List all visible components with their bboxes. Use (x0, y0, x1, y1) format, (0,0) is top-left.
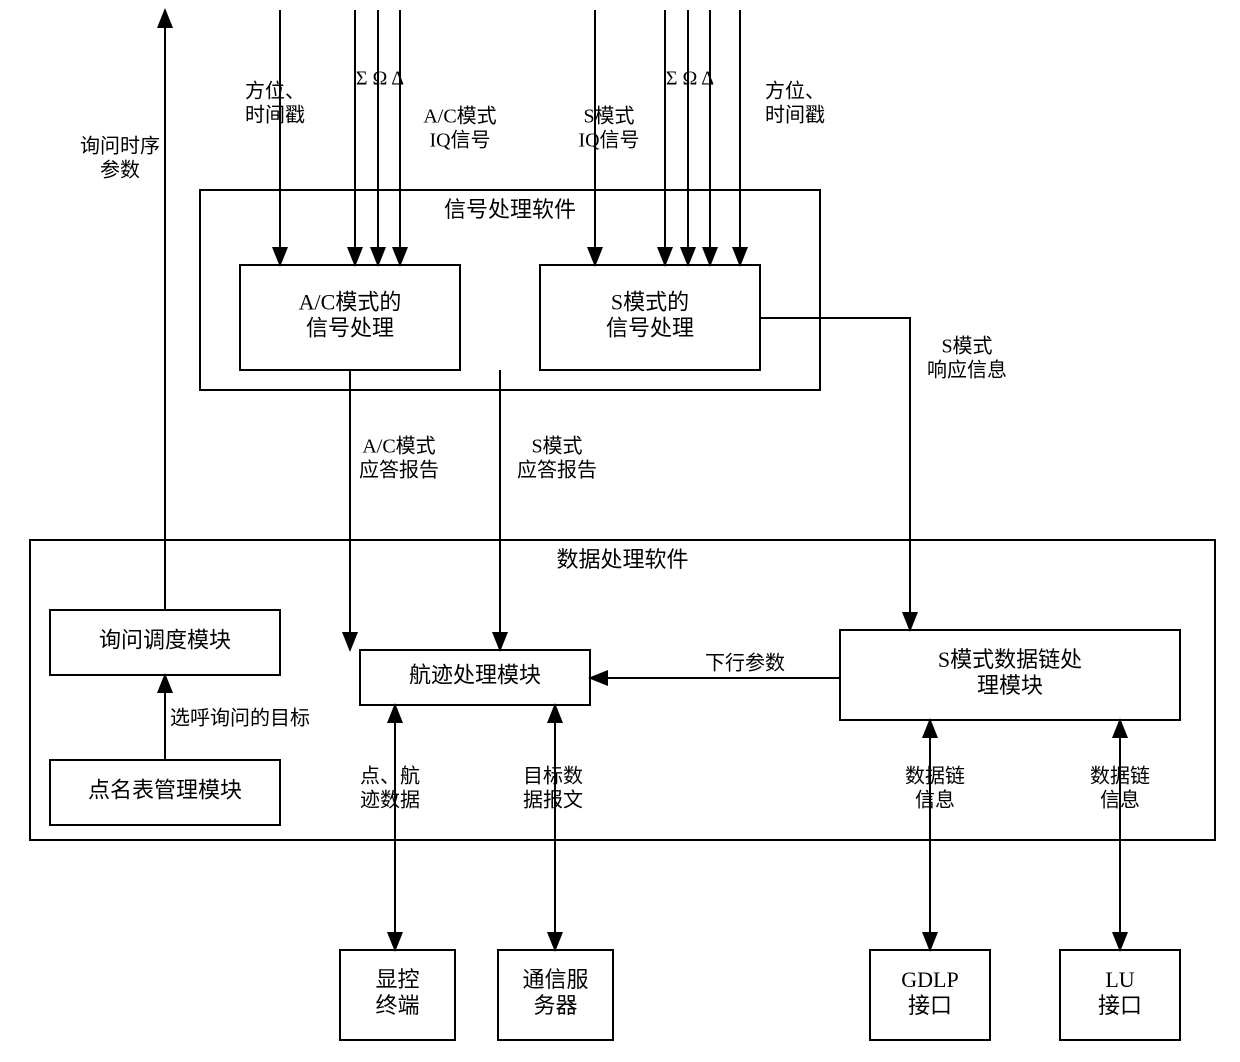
svg-text:目标数: 目标数 (523, 765, 583, 788)
arrows-layer (165, 10, 1120, 950)
sod2-label: Σ Ω Δ (666, 68, 714, 90)
svg-text:时间戳: 时间戳 (765, 104, 825, 127)
svg-text:LU: LU (1105, 967, 1134, 992)
sel-target-label: 选呼询问的目标 (170, 707, 310, 730)
sod1-label: Σ Ω Δ (356, 68, 404, 90)
svg-text:应答报告: 应答报告 (359, 459, 439, 482)
azimuth1-label: 方位、时间戳 (245, 80, 305, 127)
svg-text:信息: 信息 (915, 789, 955, 812)
flowchart-diagram: 信号处理软件 数据处理软件 A/C模式的信号处理 S模式的信号处理 询问调度模块… (0, 0, 1240, 1062)
svg-text:方位、: 方位、 (765, 80, 825, 103)
svg-text:接口: 接口 (1098, 993, 1142, 1018)
azimuth2-label: 方位、时间戳 (765, 80, 825, 127)
svg-text:信号处理: 信号处理 (606, 316, 694, 341)
svg-text:终端: 终端 (375, 993, 419, 1018)
svg-text:点、航: 点、航 (360, 765, 420, 788)
comm-srv-box: 通信服务器 (498, 950, 613, 1040)
svg-text:S模式: S模式 (531, 435, 582, 458)
svg-text:响应信息: 响应信息 (927, 359, 1007, 382)
s-datalink-box: S模式数据链处理模块 (840, 630, 1180, 720)
svg-text:时间戳: 时间戳 (245, 104, 305, 127)
svg-text:通信服: 通信服 (522, 967, 588, 992)
svg-text:A/C模式的: A/C模式的 (299, 290, 402, 315)
svg-text:接口: 接口 (908, 993, 952, 1018)
gdlp-box: GDLP接口 (870, 950, 990, 1040)
svg-text:A/C模式: A/C模式 (362, 435, 435, 458)
svg-text:S模式的: S模式的 (611, 290, 689, 315)
svg-text:Σ Ω Δ: Σ Ω Δ (356, 68, 404, 90)
svg-text:Σ Ω Δ: Σ Ω Δ (666, 68, 714, 90)
query-params-label: 询问时序参数 (80, 135, 160, 182)
svg-text:数据链: 数据链 (905, 765, 965, 788)
svg-text:选呼询问的目标: 选呼询问的目标 (170, 707, 310, 730)
lu-box: LU接口 (1060, 950, 1180, 1040)
svg-text:信号处理: 信号处理 (306, 316, 394, 341)
s-resp-info-label: S模式 响应信息 (927, 335, 1007, 382)
svg-text:下行参数: 下行参数 (705, 652, 785, 675)
s-iq-label: S模式IQ信号 (578, 105, 639, 152)
svg-text:IQ信号: IQ信号 (578, 129, 639, 152)
svg-text:GDLP: GDLP (901, 967, 958, 992)
svg-text:A/C模式: A/C模式 (423, 105, 496, 128)
svg-text:S模式数据链处: S模式数据链处 (938, 647, 1082, 672)
s-reply-label: S模式应答报告 (517, 435, 597, 482)
target-msg-label: 目标数据报文 (523, 765, 583, 812)
svg-text:参数: 参数 (100, 159, 140, 182)
datalink1-label: 数据链信息 (905, 765, 965, 812)
svg-text:询问时序: 询问时序 (80, 135, 160, 158)
track-proc-box: 航迹处理模块 (360, 650, 590, 705)
s-proc-box: S模式的信号处理 (540, 265, 760, 370)
query-sched-box: 询问调度模块 (50, 610, 280, 675)
svg-text:应答报告: 应答报告 (517, 459, 597, 482)
svg-text:显控: 显控 (375, 967, 419, 992)
svg-text:信号处理软件: 信号处理软件 (444, 197, 576, 222)
svg-text:据报文: 据报文 (523, 789, 583, 812)
svg-text:航迹处理模块: 航迹处理模块 (409, 663, 541, 688)
svg-text:S模式: S模式 (941, 335, 992, 358)
pt-track-label: 点、航迹数据 (360, 765, 420, 812)
svg-text:方位、: 方位、 (245, 80, 305, 103)
svg-text:IQ信号: IQ信号 (429, 129, 490, 152)
ac-reply-label: A/C模式 应答报告 (359, 435, 439, 482)
arrow-a13 (760, 318, 910, 630)
svg-text:S模式: S模式 (583, 105, 634, 128)
svg-text:理模块: 理模块 (977, 673, 1043, 698)
ac-iq-label: A/C模式IQ信号 (423, 105, 496, 152)
svg-text:务器: 务器 (533, 993, 577, 1018)
display-term-box: 显控终端 (340, 950, 455, 1040)
ac-proc-box: A/C模式的信号处理 (240, 265, 460, 370)
svg-text:迹数据: 迹数据 (360, 789, 420, 812)
svg-text:询问调度模块: 询问调度模块 (99, 628, 231, 653)
down-params-label: 下行参数 (705, 652, 785, 675)
svg-text:数据处理软件: 数据处理软件 (556, 547, 688, 572)
svg-text:点名表管理模块: 点名表管理模块 (88, 778, 242, 803)
roster-mgr-box: 点名表管理模块 (50, 760, 280, 825)
